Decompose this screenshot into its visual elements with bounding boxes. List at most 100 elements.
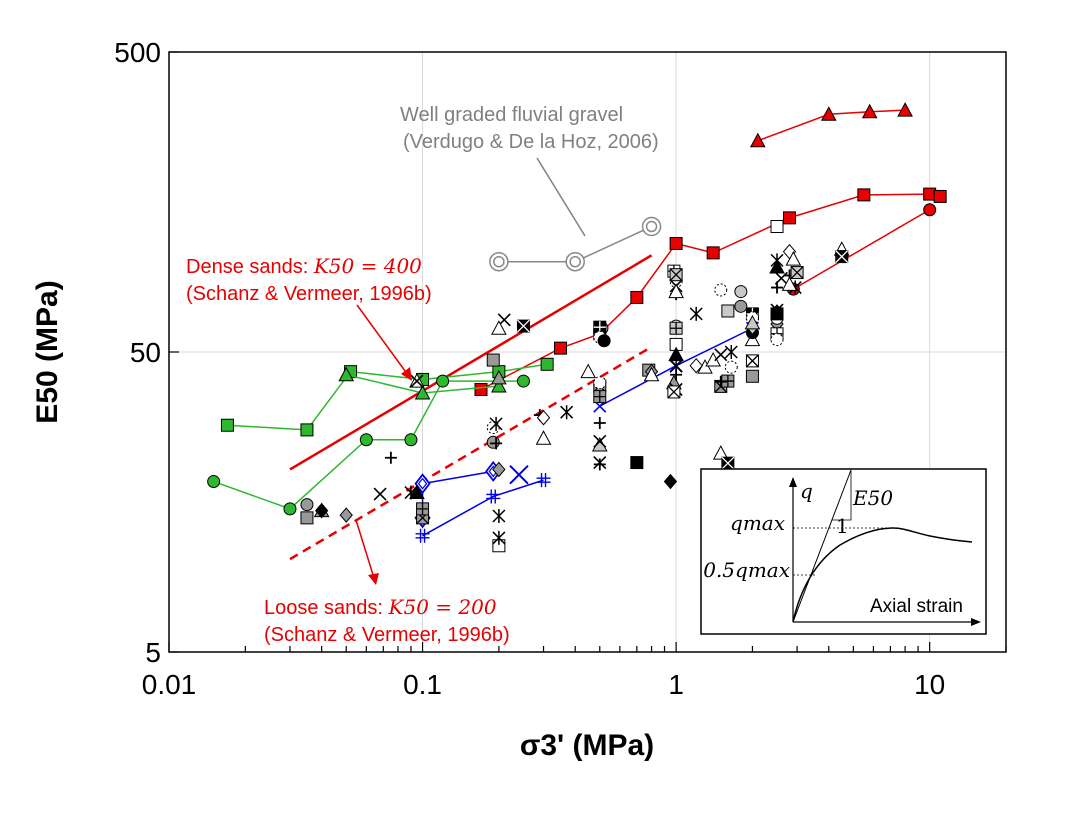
series-3 [220, 357, 554, 437]
grid [169, 52, 1006, 652]
data-point [643, 366, 660, 382]
data-point [338, 366, 355, 382]
dense-ref: (Schanz & Vermeer, 1996b) [186, 283, 432, 305]
data-point [339, 507, 353, 523]
data-point [509, 464, 529, 485]
series-line [480, 193, 941, 391]
data-point-cross [745, 354, 759, 368]
data-point [489, 251, 509, 272]
inset-x-label: Axial strain [870, 596, 963, 617]
data-point [486, 489, 501, 504]
data-point [489, 416, 503, 431]
inset-slope-triangle [832, 470, 852, 521]
reference-line [289, 254, 653, 471]
gravel-label: Well graded fluvial gravel [400, 104, 623, 126]
dense-arrowhead [401, 367, 412, 381]
inset-secant [792, 469, 852, 623]
loose-arrowhead [368, 573, 379, 585]
gravel-pointer [536, 157, 586, 237]
data-point [714, 348, 728, 362]
data-point [630, 456, 644, 470]
data-point [373, 487, 387, 501]
axis-ticks [168, 51, 1007, 653]
data-point-cross [670, 322, 683, 335]
data-point [714, 375, 727, 388]
data-point [220, 418, 234, 432]
data-point [486, 353, 500, 367]
data-point [820, 106, 837, 121]
data-point [536, 409, 551, 426]
data-point [668, 283, 684, 299]
data-point [314, 502, 329, 519]
data-point [724, 360, 738, 374]
data-point-inner [645, 220, 658, 233]
data-point-cross [669, 268, 683, 282]
data-point [782, 211, 796, 225]
data-point [745, 369, 759, 383]
data-point [474, 382, 488, 396]
data-point [540, 357, 554, 371]
data-point [593, 458, 606, 471]
x-tick-label: 10 [914, 669, 945, 700]
series-4 [338, 366, 507, 400]
data-point [771, 281, 784, 294]
data-point-cross [790, 266, 804, 280]
data-point [535, 430, 552, 445]
inset-x-arrow [971, 618, 981, 626]
data-point-cross [593, 321, 606, 334]
data-point [689, 357, 703, 374]
y-tick-label: 500 [114, 37, 161, 68]
data-point [516, 374, 530, 388]
data-point [630, 290, 644, 304]
reference-line [289, 345, 653, 561]
dense-k50: K50 = 400 [313, 254, 422, 278]
data-point [414, 473, 431, 495]
data-point [724, 345, 738, 359]
data-point [536, 473, 551, 488]
series-10 [489, 216, 662, 272]
loose-pointer [355, 519, 375, 579]
gravel-ref: (Verdugo & De la Hoz, 2006) [403, 131, 659, 153]
series-0 [749, 102, 913, 148]
data-point [897, 102, 913, 117]
series-13 [314, 241, 850, 519]
series-line [213, 380, 524, 510]
data-point [749, 132, 766, 148]
y-tick-label: 5 [145, 637, 161, 668]
data-point [714, 283, 728, 297]
data-point [593, 416, 606, 429]
data-point [668, 346, 684, 362]
data-point-inner [493, 255, 505, 268]
dense-label-text: Dense sands: [186, 256, 314, 278]
data-point-cross [416, 502, 429, 515]
data-point [923, 203, 937, 217]
data-point [207, 475, 221, 489]
reference-lines [289, 254, 653, 561]
data-point [593, 434, 607, 448]
data-point [734, 285, 748, 299]
data-point-cross [835, 250, 849, 264]
data-point [359, 433, 373, 447]
data-point [593, 376, 607, 390]
loose-ref: (Schanz & Vermeer, 1996b) [264, 624, 510, 646]
data-point [415, 528, 430, 543]
x-axis-title: σ3' (MPa) [520, 729, 654, 762]
data-point [490, 437, 503, 450]
data-point [486, 435, 500, 449]
series-line [792, 209, 931, 290]
data-point [492, 530, 506, 545]
data-point-cross [516, 319, 530, 333]
data-point [384, 451, 397, 464]
y-tick-label: 50 [130, 337, 161, 368]
inset-e50-label: E50 [852, 486, 893, 510]
data-point [300, 498, 314, 512]
data-point [597, 334, 611, 348]
series-line [757, 109, 906, 142]
data-point [491, 377, 507, 393]
data-point [414, 384, 431, 400]
data-point-inner [569, 255, 581, 268]
data-point [770, 304, 784, 320]
series-2 [786, 203, 937, 296]
